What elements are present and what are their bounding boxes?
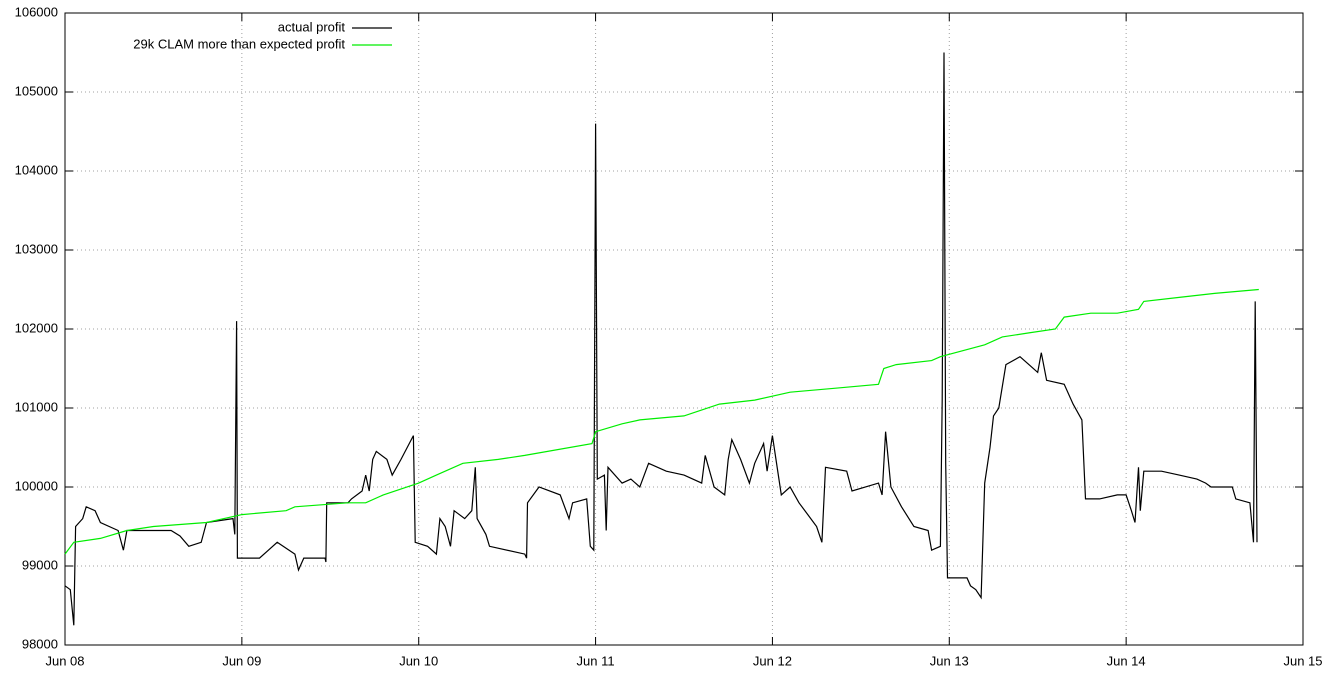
y-tick-label: 106000 — [15, 4, 58, 19]
x-tick-label: Jun 10 — [399, 653, 438, 668]
y-tick-label: 100000 — [15, 478, 58, 493]
y-tick-label: 102000 — [15, 320, 58, 335]
x-tick-label: Jun 12 — [753, 653, 792, 668]
y-tick-label: 98000 — [22, 636, 58, 651]
x-tick-label: Jun 11 — [577, 653, 615, 668]
legend-label: 29k CLAM more than expected profit — [133, 36, 345, 51]
x-tick-label: Jun 13 — [930, 653, 969, 668]
y-tick-label: 103000 — [15, 241, 58, 256]
legend-label: actual profit — [278, 19, 346, 34]
plot-border — [64, 12, 1304, 646]
x-tick-label: Jun 15 — [1283, 653, 1322, 668]
y-tick-label: 99000 — [22, 557, 58, 572]
x-tick-label: Jun 14 — [1107, 653, 1146, 668]
y-tick-label: 104000 — [15, 162, 58, 177]
y-tick-label: 101000 — [15, 399, 58, 414]
data-line — [64, 288, 1259, 555]
y-tick-label: 105000 — [15, 83, 58, 98]
x-tick-label: Jun 08 — [45, 653, 84, 668]
x-tick-label: Jun 09 — [222, 653, 261, 668]
data-line — [64, 52, 1258, 626]
